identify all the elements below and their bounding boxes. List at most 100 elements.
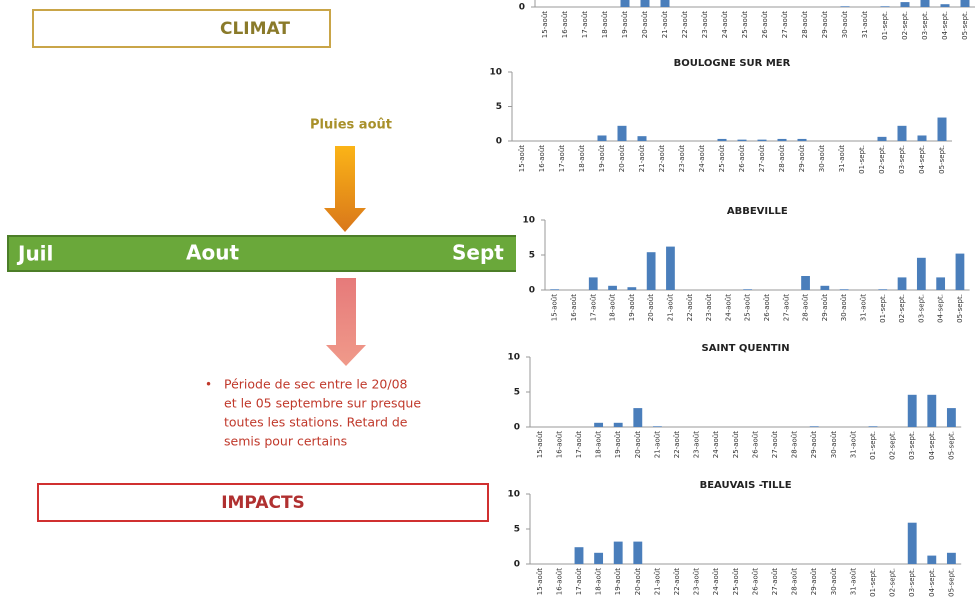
- x-tick-label: 28-août: [801, 11, 809, 38]
- x-tick-label: 23-août: [705, 294, 713, 321]
- x-tick-label: 15-août: [536, 568, 544, 595]
- bar: [574, 547, 584, 564]
- bar: [801, 276, 810, 290]
- chart-background: [516, 205, 975, 330]
- x-tick-label: 27-août: [781, 11, 789, 38]
- y-tick-label: 10: [507, 490, 520, 500]
- bar: [666, 246, 675, 290]
- x-tick-label: 30-août: [840, 294, 848, 321]
- bar: [594, 422, 604, 427]
- chart-background: [505, 342, 975, 468]
- climat-label: CLIMAT: [220, 19, 290, 39]
- y-tick-label: 0: [514, 423, 520, 433]
- x-tick-label: 01-sept.: [869, 568, 877, 597]
- bar: [637, 136, 647, 141]
- x-tick-label: 23-août: [693, 568, 701, 595]
- x-tick-label: 22-août: [686, 294, 694, 321]
- y-tick-label: 5: [529, 251, 535, 261]
- x-tick-label: 05-sept.: [947, 431, 955, 460]
- x-tick-label: 20-août: [634, 431, 642, 458]
- chart-background: [492, 0, 975, 7]
- x-tick-label: 01-sept.: [869, 431, 877, 460]
- bar: [878, 289, 888, 290]
- x-tick-label: 05-sept.: [956, 294, 964, 323]
- bar: [927, 394, 937, 427]
- bar: [868, 426, 878, 427]
- x-tick-label: 21-août: [638, 145, 646, 172]
- x-tick-label: 24-août: [712, 431, 720, 458]
- timeline-label: Sept: [452, 241, 504, 265]
- bar: [743, 289, 753, 290]
- x-tick-label: 03-sept.: [908, 431, 916, 460]
- x-tick-label: 31-août: [849, 431, 857, 458]
- bar: [880, 6, 890, 7]
- bullet-line: Période de sec entre le 20/08: [224, 377, 408, 392]
- x-tick-label: 15-août: [518, 145, 526, 172]
- x-tick-label: 21-août: [653, 431, 661, 458]
- bar: [633, 408, 643, 427]
- x-tick-label: 03-sept.: [898, 145, 906, 174]
- bar: [840, 6, 850, 7]
- chart-background: [505, 479, 975, 605]
- bar: [660, 0, 670, 7]
- x-tick-label: 20-août: [634, 568, 642, 595]
- bar: [613, 541, 623, 564]
- x-tick-label: 30-août: [818, 145, 826, 172]
- y-tick-label: 0: [529, 286, 535, 296]
- y-tick-label: 5: [514, 525, 520, 535]
- x-tick-label: 05-sept.: [961, 11, 969, 40]
- x-tick-label: 22-août: [658, 145, 666, 172]
- x-tick-label: 25-août: [732, 568, 740, 595]
- climat-box: [32, 9, 331, 48]
- bar: [646, 252, 656, 290]
- bar: [613, 422, 623, 427]
- x-tick-label: 18-août: [578, 145, 586, 172]
- x-tick-label: 24-août: [712, 568, 720, 595]
- bar: [737, 139, 747, 141]
- x-tick-label: 20-août: [618, 145, 626, 172]
- x-tick-label: 02-sept.: [898, 294, 906, 323]
- bar: [897, 277, 907, 290]
- x-tick-label: 25-août: [718, 145, 726, 172]
- x-tick-label: 28-août: [802, 294, 810, 321]
- y-tick-label: 0: [514, 560, 520, 570]
- bar: [927, 555, 937, 564]
- x-tick-label: 16-août: [538, 145, 546, 172]
- x-tick-label: 19-août: [598, 145, 606, 172]
- x-tick-label: 02-sept.: [889, 431, 897, 460]
- y-tick-label: 5: [514, 388, 520, 398]
- bar: [936, 277, 946, 290]
- x-tick-label: 16-août: [570, 294, 578, 321]
- bullet-line: semis pour certains: [224, 434, 347, 449]
- x-tick-label: 01-sept.: [881, 11, 889, 40]
- x-tick-label: 26-août: [763, 294, 771, 321]
- x-tick-label: 02-sept.: [901, 11, 909, 40]
- x-tick-label: 27-août: [771, 568, 779, 595]
- x-tick-label: 21-août: [653, 568, 661, 595]
- x-tick-label: 19-août: [614, 431, 622, 458]
- x-tick-label: 21-août: [661, 11, 669, 38]
- bar: [620, 0, 630, 7]
- bar: [946, 552, 956, 564]
- x-tick-label: 27-août: [758, 145, 766, 172]
- bar: [916, 257, 926, 290]
- bar: [797, 138, 807, 141]
- bar: [920, 0, 930, 7]
- bar: [608, 285, 617, 290]
- chart-title: BOULOGNE SUR MER: [674, 58, 791, 69]
- bar: [917, 135, 927, 141]
- x-tick-label: 22-août: [673, 431, 681, 458]
- bar: [757, 139, 767, 141]
- bullet-line: et le 05 septembre sur presque: [224, 396, 421, 411]
- x-tick-label: 04-sept.: [928, 431, 936, 460]
- x-tick-label: 04-sept.: [928, 568, 936, 597]
- timeline-label: Aout: [186, 241, 239, 265]
- x-tick-label: 28-août: [791, 568, 799, 595]
- y-tick-label: 0: [519, 3, 525, 13]
- x-tick-label: 21-août: [666, 294, 674, 321]
- y-tick-label: 0: [496, 137, 502, 147]
- x-tick-label: 17-août: [558, 145, 566, 172]
- x-tick-label: 19-août: [628, 294, 636, 321]
